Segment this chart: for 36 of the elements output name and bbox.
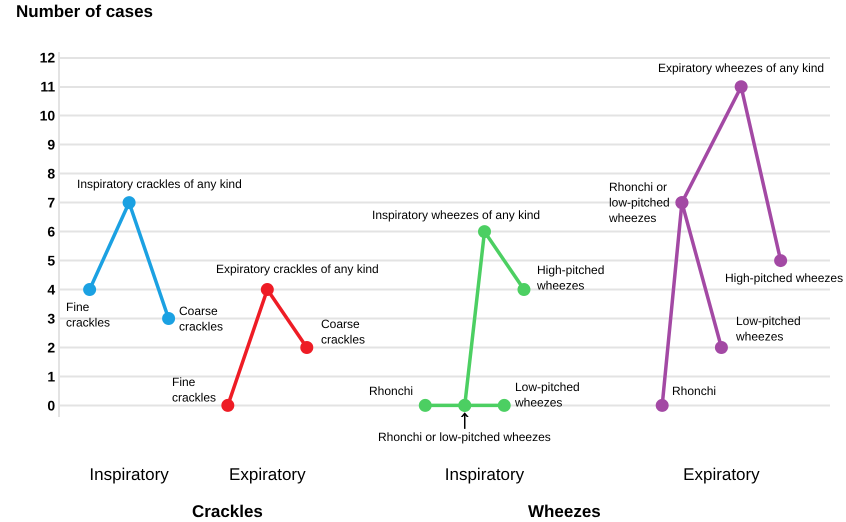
text: Rhonchi or low-pitched wheezes: [378, 430, 551, 444]
y-tick-label: 7: [47, 194, 56, 211]
y-tick-label: 9: [47, 136, 56, 153]
text: Crackles: [192, 502, 263, 521]
annotation: Inspiratory wheezes of any kind: [372, 208, 540, 222]
y-tick-label: 6: [47, 224, 56, 240]
y-tick-label: 2: [47, 339, 56, 356]
annotation: Expiratory wheezes of any kind: [658, 61, 824, 75]
y-tick-label: 8: [47, 166, 56, 182]
annotation: Fine crackles: [172, 375, 216, 405]
annotation: Expiratory crackles of any kind: [216, 262, 379, 276]
annotation: Coarse crackles: [321, 317, 366, 347]
annotation: Low-pitched wheezes: [735, 314, 801, 344]
y-tick-label: 10: [40, 108, 56, 124]
y-axis-title: Number of cases: [16, 2, 153, 21]
annotation: Inspiratory crackles of any kind: [77, 177, 242, 191]
text: Wheezes: [528, 502, 601, 521]
y-tick-label: 11: [40, 78, 56, 95]
annotation: High-pitched wheezes: [725, 271, 844, 285]
annotation: High-pitched wheezes: [536, 263, 604, 293]
annotation: Low-pitched wheezes: [514, 380, 580, 410]
y-tick-label: 4: [47, 281, 56, 298]
y-tick-label: 12: [40, 50, 56, 66]
annotation: Rhonchi or low-pitched wheezes: [608, 180, 670, 226]
x-tick-label: Inspiratory: [89, 465, 170, 484]
y-tick-label: 1: [47, 368, 56, 384]
y-tick-label: 5: [47, 252, 56, 268]
annotation: Fine crackles: [66, 300, 110, 330]
x-tick-label: Expiratory: [683, 465, 760, 484]
y-tick-label: 0: [47, 397, 56, 414]
annotation: Coarse crackles: [179, 304, 224, 334]
annotation: Rhonchi: [369, 384, 414, 398]
y-tick-label: 3: [47, 310, 56, 326]
annotation: Rhonchi: [672, 384, 716, 398]
x-tick-label: Expiratory: [229, 465, 306, 484]
x-tick-label: Inspiratory: [444, 465, 525, 484]
